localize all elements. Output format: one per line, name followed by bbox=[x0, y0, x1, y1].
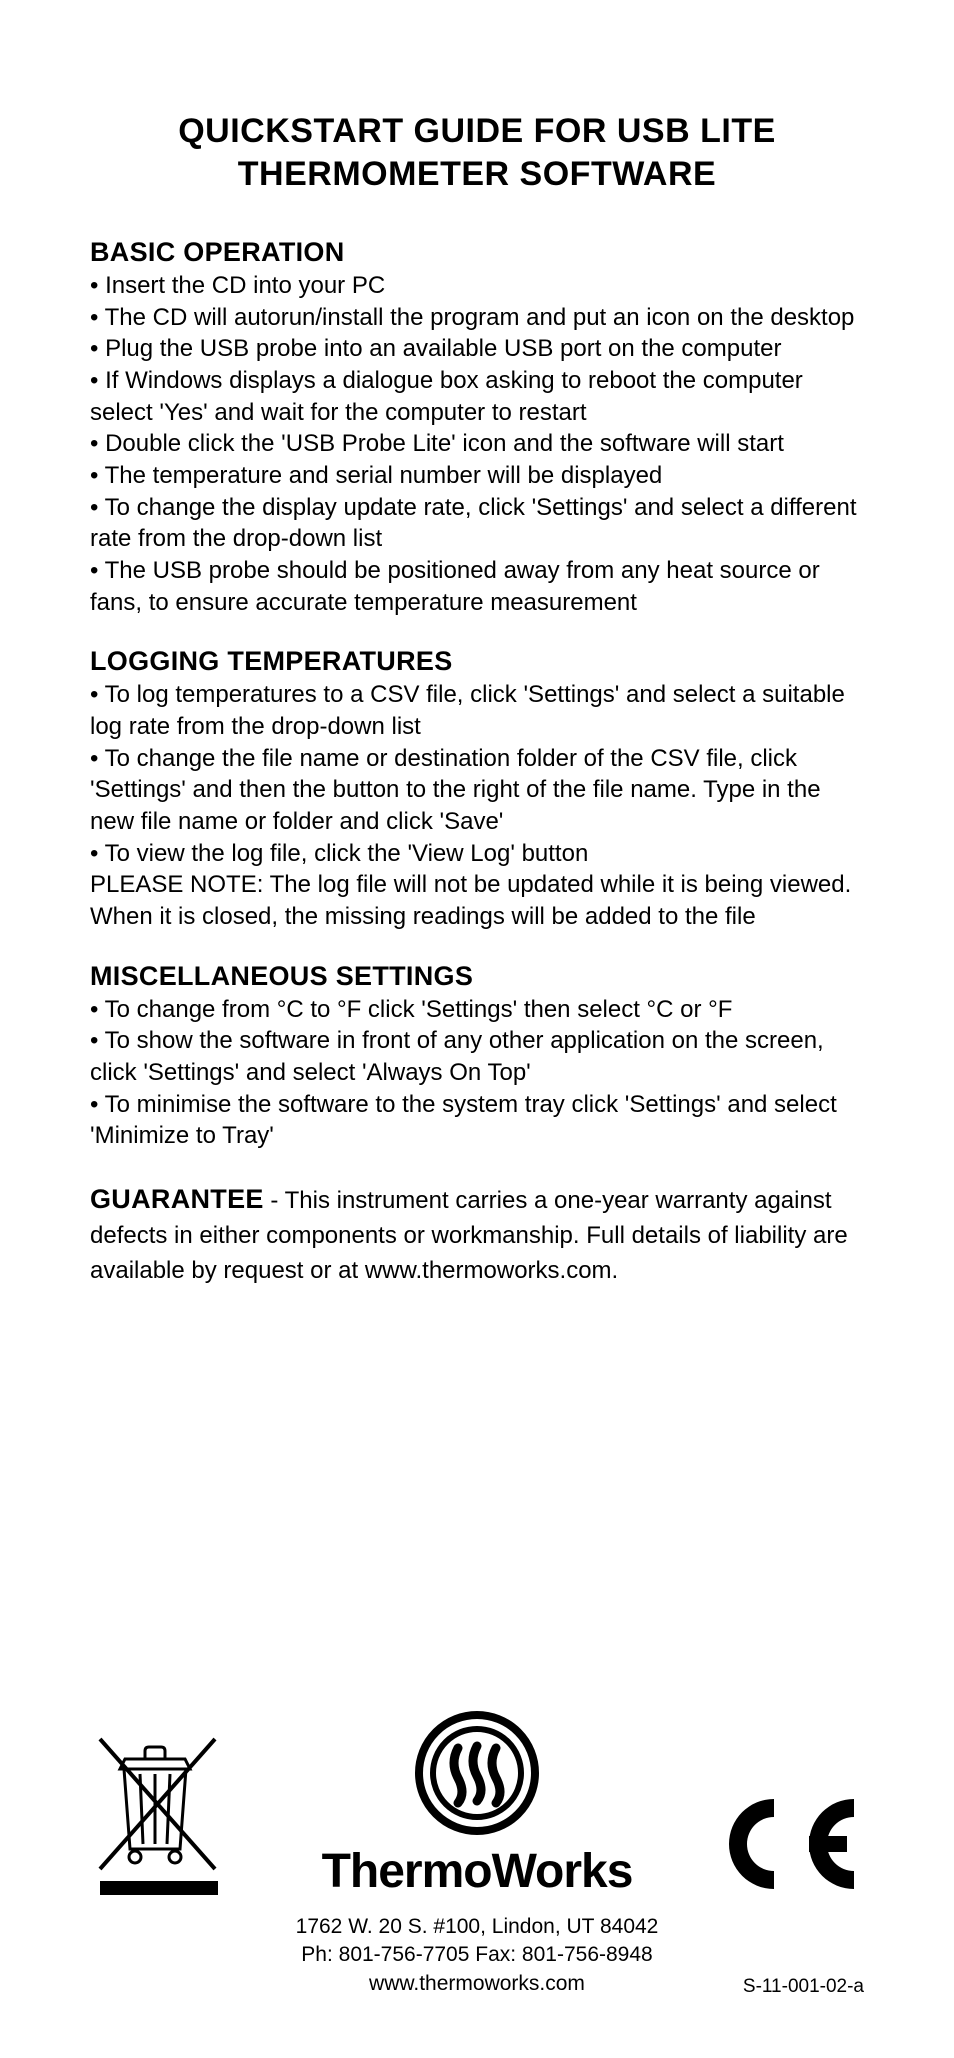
title-line-1: QUICKSTART GUIDE FOR USB LITE bbox=[90, 110, 864, 153]
heading-misc-settings: MISCELLANEOUS SETTINGS bbox=[90, 961, 864, 992]
heading-guarantee: GUARANTEE bbox=[90, 1184, 264, 1214]
footer: ThermoWorks 1762 W. 20 S. #100, Lindon, … bbox=[90, 1708, 864, 1998]
bullet: • To change the file name or destination… bbox=[90, 743, 864, 838]
section-guarantee: GUARANTEE - This instrument carries a on… bbox=[90, 1180, 864, 1289]
ce-mark-icon bbox=[694, 1789, 864, 1899]
heading-logging-temperatures: LOGGING TEMPERATURES bbox=[90, 646, 864, 677]
footer-icon-row: ThermoWorks bbox=[90, 1708, 864, 1899]
bullet: • The CD will autorun/install the progra… bbox=[90, 302, 864, 334]
bullet: • To show the software in front of any o… bbox=[90, 1025, 864, 1088]
weee-icon bbox=[90, 1729, 260, 1899]
heading-basic-operation: BASIC OPERATION bbox=[90, 237, 864, 268]
document-number: S-11-001-02-a bbox=[743, 1976, 864, 1998]
bullet: • If Windows displays a dialogue box ask… bbox=[90, 365, 864, 428]
brand-block: ThermoWorks bbox=[322, 1708, 633, 1899]
contact-phone-fax: Ph: 801-756-7705 Fax: 801-756-8948 bbox=[90, 1941, 864, 1969]
bullet: • Insert the CD into your PC bbox=[90, 270, 864, 302]
bullet: • To minimise the software to the system… bbox=[90, 1089, 864, 1152]
document-title: QUICKSTART GUIDE FOR USB LITE THERMOMETE… bbox=[90, 110, 864, 195]
brand-name: ThermoWorks bbox=[322, 1844, 633, 1899]
contact-address: 1762 W. 20 S. #100, Lindon, UT 84042 bbox=[90, 1913, 864, 1941]
bullet: • To log temperatures to a CSV file, cli… bbox=[90, 679, 864, 742]
thermoworks-logo-icon bbox=[412, 1708, 542, 1838]
section-misc-settings: MISCELLANEOUS SETTINGS • To change from … bbox=[90, 961, 864, 1152]
bullet: • Double click the 'USB Probe Lite' icon… bbox=[90, 428, 864, 460]
bullet: • The temperature and serial number will… bbox=[90, 460, 864, 492]
bullet: • To change from °C to °F click 'Setting… bbox=[90, 994, 864, 1026]
bullet: • Plug the USB probe into an available U… bbox=[90, 333, 864, 365]
title-line-2: THERMOMETER SOFTWARE bbox=[90, 153, 864, 196]
bullet: • To change the display update rate, cli… bbox=[90, 492, 864, 555]
bullet: • To view the log file, click the 'View … bbox=[90, 838, 864, 870]
bullet: • The USB probe should be positioned awa… bbox=[90, 555, 864, 618]
note-text: PLEASE NOTE: The log file will not be up… bbox=[90, 869, 864, 932]
section-basic-operation: BASIC OPERATION • Insert the CD into you… bbox=[90, 237, 864, 618]
section-logging-temperatures: LOGGING TEMPERATURES • To log temperatur… bbox=[90, 646, 864, 932]
